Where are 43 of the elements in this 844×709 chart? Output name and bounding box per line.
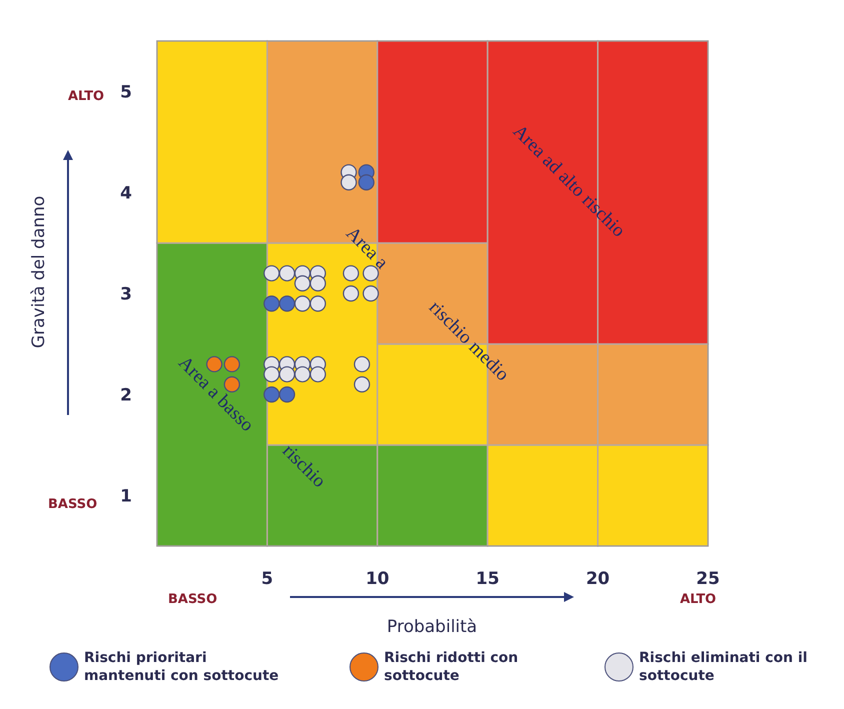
legend-label: Rischi ridotti con sottocute: [384, 650, 518, 684]
point: [278, 386, 296, 403]
point: [310, 366, 326, 382]
point: [264, 386, 280, 403]
point: [340, 174, 357, 190]
text: BASSO: [48, 497, 98, 512]
point: [278, 296, 296, 312]
legend-label: Rischi eliminati con il sottocute: [639, 650, 808, 684]
y-tick-label: 3: [120, 284, 132, 304]
point: [310, 275, 326, 292]
legend-label: Rischi prioritari mantenuti con sottocute: [84, 650, 279, 684]
text: BASSO: [168, 592, 218, 607]
point: [294, 275, 311, 292]
point: [264, 296, 280, 312]
y-tick-label: 4: [120, 184, 132, 204]
x-axis-title: Probabilità: [386, 617, 478, 637]
point: [310, 296, 326, 312]
point: [278, 366, 296, 382]
text: ALTO: [680, 592, 716, 607]
x-tick-label: 15: [476, 569, 500, 589]
x-tick-label: 5: [261, 569, 274, 589]
x-tick-label: 10: [366, 569, 390, 589]
point: [264, 265, 280, 282]
point: [362, 285, 379, 302]
y-tick-label: 2: [120, 386, 132, 406]
point: [294, 296, 311, 312]
y-axis-title: Gravità del danno: [29, 196, 49, 348]
point: [358, 174, 374, 190]
point: [294, 366, 311, 382]
point: [278, 265, 296, 282]
point: [224, 356, 240, 372]
point: [354, 356, 370, 372]
point: [354, 376, 370, 392]
point: [342, 285, 360, 302]
point: [342, 265, 360, 282]
y-tick-label: 5: [120, 82, 132, 102]
x-tick-label: 25: [696, 569, 720, 589]
point: [224, 376, 240, 392]
y-tick-label: 1: [120, 486, 132, 506]
annotation: Area a: [342, 222, 392, 274]
x-tick-label: 20: [586, 569, 610, 589]
point: [264, 366, 280, 382]
text: ALTO: [68, 89, 104, 104]
